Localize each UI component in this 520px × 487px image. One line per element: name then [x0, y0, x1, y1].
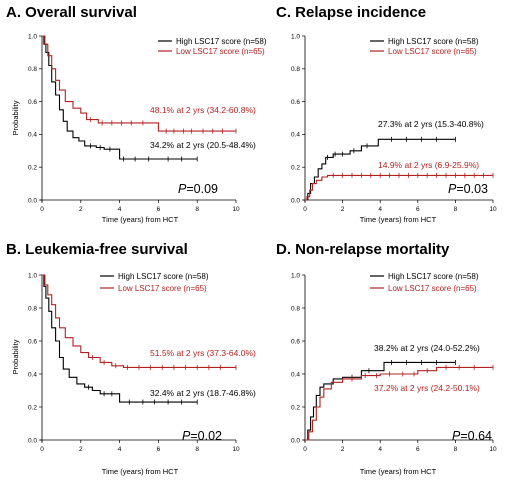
x-tick-label: 0	[303, 446, 307, 453]
x-tick-label: 8	[454, 446, 458, 453]
y-tick-label: 0.0	[28, 197, 37, 204]
p-value: P=0.03	[448, 182, 488, 196]
x-axis-label: Time (years) from HCT	[360, 467, 437, 476]
legend-label-low: Low LSC17 score (n=65)	[388, 47, 477, 56]
p-value: P=0.64	[452, 429, 492, 443]
x-axis-label: Time (years) from HCT	[102, 467, 179, 476]
y-tick-label: 0.4	[28, 132, 37, 139]
x-axis-label: Time (years) from HCT	[360, 215, 437, 224]
series-line-low	[305, 174, 493, 201]
series-line-high	[305, 361, 456, 441]
series-line-low	[42, 35, 236, 132]
x-tick-label: 0	[303, 206, 307, 213]
x-tick-label: 2	[79, 446, 83, 453]
series-line-low	[305, 366, 493, 441]
p-value: P=0.09	[178, 182, 218, 196]
x-tick-label: 4	[378, 446, 382, 453]
panel-non-relapse-mortality: D. Non-relapse mortality Time (years) fr…	[276, 241, 497, 476]
legend-label-high: High LSC17 score (n=58)	[176, 37, 267, 46]
y-tick-label: 0.4	[291, 132, 300, 139]
y-tick-label: 1.0	[28, 33, 37, 40]
annotation-high: 32.4% at 2 yrs (18.7-46.8%)	[150, 388, 256, 398]
annotation-high: 38.2% at 2 yrs (24.0-52.2%)	[374, 343, 480, 353]
legend-label-high: High LSC17 score (n=58)	[388, 37, 479, 46]
y-tick-label: 1.0	[28, 272, 37, 279]
legend-label-low: Low LSC17 score (n=65)	[176, 47, 265, 56]
annotation-high: 34.2% at 2 yrs (20.5-48.4%)	[150, 140, 256, 150]
y-tick-label: 0.2	[291, 165, 300, 172]
y-tick-label: 0.8	[291, 305, 300, 312]
panel-title: C. Relapse incidence	[276, 4, 426, 21]
x-tick-label: 4	[378, 206, 382, 213]
y-tick-label: 0.6	[291, 99, 300, 106]
panel-title: D. Non-relapse mortality	[276, 241, 450, 258]
annotation-high: 27.3% at 2 yrs (15.3-40.8%)	[378, 119, 484, 129]
y-tick-label: 0.0	[291, 197, 300, 204]
legend-label-low: Low LSC17 score (n=65)	[388, 284, 477, 293]
x-tick-label: 6	[416, 446, 420, 453]
y-tick-label: 0.2	[28, 165, 37, 172]
x-tick-label: 2	[79, 206, 83, 213]
y-tick-label: 0.6	[291, 338, 300, 345]
x-tick-label: 4	[118, 206, 122, 213]
y-tick-label: 0.4	[291, 371, 300, 378]
panel-relapse-incidence: C. Relapse incidence Time (years) from H…	[276, 4, 497, 224]
annotation-low: 51.5% at 2 yrs (37.3-64.0%)	[150, 348, 256, 358]
y-tick-label: 1.0	[291, 272, 300, 279]
x-tick-label: 2	[341, 206, 345, 213]
x-tick-label: 0	[40, 446, 44, 453]
x-tick-label: 10	[232, 446, 240, 453]
series-line-high	[42, 274, 198, 403]
x-tick-label: 0	[40, 206, 44, 213]
y-tick-label: 0.2	[291, 404, 300, 411]
panel-overall-survival: A. Overall survival Probability Time (ye…	[6, 4, 267, 224]
x-axis-label: Time (years) from HCT	[102, 215, 179, 224]
y-tick-label: 0.4	[28, 371, 37, 378]
x-tick-label: 6	[416, 206, 420, 213]
panel-title: A. Overall survival	[6, 4, 137, 21]
y-tick-label: 0.6	[28, 99, 37, 106]
series-line-high	[305, 138, 456, 201]
x-tick-label: 6	[157, 206, 161, 213]
x-tick-label: 10	[489, 206, 497, 213]
y-tick-label: 0.8	[28, 305, 37, 312]
y-tick-label: 0.8	[291, 66, 300, 73]
x-tick-label: 10	[232, 206, 240, 213]
annotation-low: 48.1% at 2 yrs (34.2-60.8%)	[150, 105, 256, 115]
legend-label-low: Low LSC17 score (n=65)	[118, 284, 207, 293]
x-tick-label: 6	[157, 446, 161, 453]
p-value: P=0.02	[182, 429, 222, 443]
legend-label-high: High LSC17 score (n=58)	[118, 272, 209, 281]
y-tick-label: 0.2	[28, 404, 37, 411]
y-axis-label: Probability	[11, 339, 20, 374]
x-tick-label: 8	[195, 206, 199, 213]
x-tick-label: 2	[341, 446, 345, 453]
panel-title: B. Leukemia-free survival	[6, 241, 188, 258]
y-tick-label: 0.6	[28, 338, 37, 345]
series-line-low	[42, 274, 236, 368]
y-tick-label: 0.8	[28, 66, 37, 73]
annotation-low: 37.2% at 2 yrs (24.2-50.1%)	[374, 383, 480, 393]
legend-label-high: High LSC17 score (n=58)	[388, 272, 479, 281]
x-tick-label: 8	[195, 446, 199, 453]
annotation-low: 14.9% at 2 yrs (6.9-25.9%)	[378, 160, 479, 170]
x-tick-label: 8	[454, 206, 458, 213]
y-axis-label: Probability	[11, 100, 20, 135]
y-tick-label: 1.0	[291, 33, 300, 40]
x-tick-label: 4	[118, 446, 122, 453]
panel-leukemia-free-survival: B. Leukemia-free survival Probability Ti…	[6, 241, 256, 476]
x-tick-label: 10	[489, 446, 497, 453]
y-tick-label: 0.0	[291, 437, 300, 444]
y-tick-label: 0.0	[28, 437, 37, 444]
